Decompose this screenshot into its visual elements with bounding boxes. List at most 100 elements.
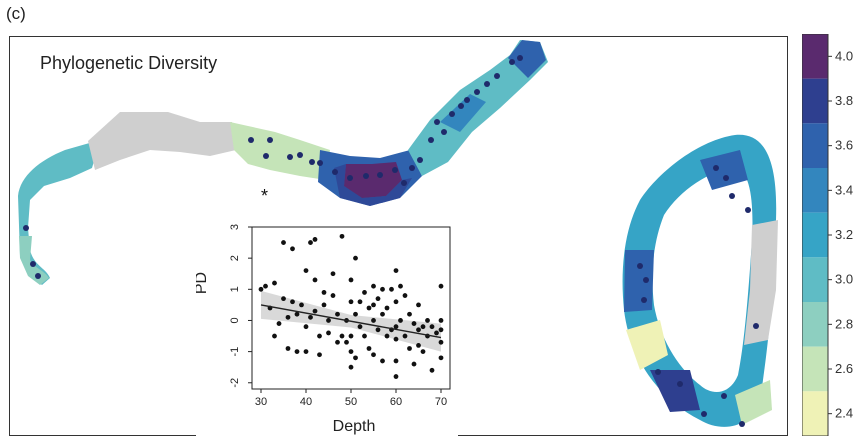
scatter-point [312,237,318,242]
scatter-point [348,364,354,370]
legend-border [802,34,829,436]
scatter-point [438,339,444,345]
scatter-point [393,268,399,274]
scatter-point [393,358,399,364]
scatter-point [384,305,390,311]
scatter-point [281,240,286,245]
scatter-point [326,318,331,323]
island-light-patch [626,320,668,370]
inset-ylabel: PD [196,272,210,294]
scatter-point [371,283,376,289]
inset-xlabel: Depth [333,418,376,435]
scatter-point [348,277,354,283]
scatter-point [366,305,372,311]
scatter-point [330,271,336,277]
scatter-point [285,346,291,351]
scatter-point [398,318,403,323]
scatter-point [407,311,412,317]
site-points [23,55,759,427]
scatter-point [362,333,367,339]
scatter-point [357,299,363,305]
scatter-point [416,342,421,348]
scatter-point [393,324,399,330]
scatter-point [371,302,376,308]
scatter-point [393,336,399,342]
legend-label: 3.4 [835,182,853,197]
scatter-point [299,302,304,308]
scatter-point [411,321,417,326]
scatter-point [411,361,417,367]
legend-label: 4.0 [835,48,853,63]
scatter-point [384,333,390,339]
scatter-point [272,280,277,286]
color-legend: 4.0 3.8 3.6 3.4 3.2 3.0 2.8 2.6 2.4 [802,34,853,436]
map-area [18,40,778,427]
legend-swatch-3.4 [802,168,828,213]
scatter-point [335,311,340,317]
scatter-point [303,324,309,330]
island-west-dark [624,250,654,312]
coast-west-tip [19,236,49,285]
scatter-point [353,255,358,261]
scatter-point [303,268,309,274]
scatter-point [420,349,426,355]
scatter-point [321,302,327,308]
scatter-point [335,339,340,345]
scatter-point [416,302,421,308]
scatter-point [294,349,300,355]
y-tick-label: 2 [229,255,241,261]
scatter-point [348,299,354,305]
x-tick-label: 60 [390,396,402,408]
scatter-point [317,352,322,358]
legend-label: 3.0 [835,272,853,287]
scatter-point [393,374,399,379]
scatter-point [366,346,372,351]
scatter-point [398,283,403,289]
scatter-point [281,296,286,302]
scatter-point [420,324,426,330]
coast-northeast-tip [508,40,546,78]
y-tick-label: 3 [229,224,241,230]
scatter-point [353,355,358,361]
x-tick-label: 50 [345,396,357,408]
legend-label: 2.4 [835,406,853,421]
legend-label: 3.2 [835,227,853,242]
scatter-point [438,283,444,289]
scatter-point [339,333,345,339]
legend-swatch-2.8 [802,302,828,347]
scatter-point [353,311,358,317]
scatter-point [416,327,421,333]
scatter-point [321,290,327,295]
scatter-point [429,324,435,330]
scatter-point [339,233,345,239]
scatter-point [326,330,331,336]
scatter-point [438,355,444,361]
scatter-point [389,286,394,292]
scatter-point [371,352,376,358]
legend-swatch-2.4 [802,391,828,436]
y-tick-label: -1 [229,347,241,357]
scatter-point [434,330,439,336]
scatter-point [308,314,313,320]
legend-swatch-3.0 [802,257,828,302]
y-tick-label: 1 [229,286,241,292]
scatter-point [380,286,385,292]
scatter-point [380,311,385,317]
scatter-point [290,246,295,252]
x-tick-label: 40 [300,396,312,408]
coast-hotspot-ring [334,164,412,206]
scatter-point [393,299,399,305]
scatter-point [402,333,408,339]
x-tick-label: 30 [255,396,267,408]
scatter-point [402,293,408,298]
coast-west-band [18,140,100,285]
scatter-point [308,240,313,245]
scatter-point [330,293,336,298]
legend-swatch-3.6 [802,123,828,168]
x-tick-label: 70 [435,396,447,408]
scatter-point [348,333,354,339]
scatter-point [285,314,291,320]
legend-swatch-3.8 [802,78,828,124]
coast-central-light [230,122,330,180]
scatter-point [438,327,444,333]
